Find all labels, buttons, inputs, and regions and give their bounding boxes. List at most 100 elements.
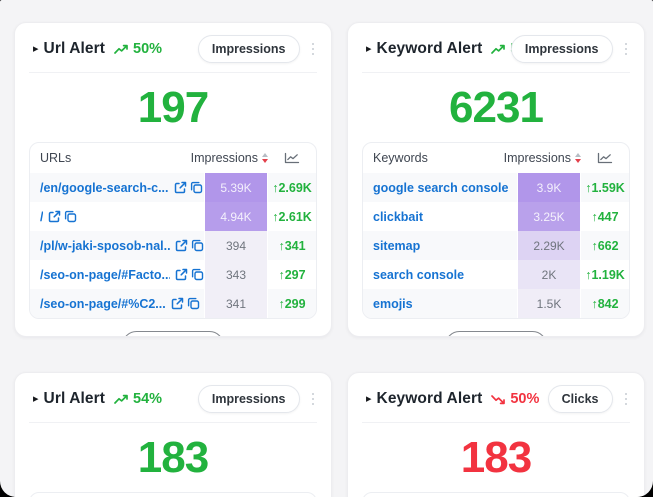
value-column-header[interactable]: Impressions xyxy=(191,143,268,173)
metric-filter-button[interactable]: Impressions xyxy=(197,385,300,413)
trend-percent: 50% xyxy=(133,41,163,57)
value-column-header-label: Impressions xyxy=(190,151,258,165)
view-all-button[interactable]: View all → xyxy=(121,331,225,336)
card-title-group: ▸ Keyword Alert 50% xyxy=(366,390,539,408)
metric-filter-button[interactable]: Impressions xyxy=(510,35,613,63)
row-change-cell: ↑447 xyxy=(591,209,619,224)
alert-total-value: 6231 xyxy=(449,83,544,132)
alert-total-value: 183 xyxy=(137,433,209,482)
external-link-icon[interactable] xyxy=(174,181,187,194)
external-link-icon[interactable] xyxy=(48,210,61,223)
sort-icon[interactable] xyxy=(574,153,581,163)
card-header-actions: Impressions xyxy=(510,35,633,63)
trend-badge: 54% xyxy=(114,391,162,407)
header-divider xyxy=(29,72,317,73)
row-value-cell: 2K xyxy=(517,260,581,289)
alert-total-value: 183 xyxy=(460,433,532,482)
row-change-cell: ↑299 xyxy=(278,296,306,311)
copy-icon[interactable] xyxy=(191,239,204,252)
alert-card: ▸ Keyword Alert 5% Impressions 6231 Keyw… xyxy=(347,22,645,337)
row-value-cell: 3.25K xyxy=(517,202,581,231)
row-link[interactable]: / xyxy=(40,209,44,224)
copy-icon[interactable] xyxy=(64,210,77,223)
copy-icon[interactable] xyxy=(191,268,204,281)
value-column-header[interactable]: Impressions xyxy=(204,493,268,497)
label-column-header: URLs xyxy=(30,493,204,497)
card-header-actions: Impressions xyxy=(197,385,320,413)
row-link[interactable]: emojis xyxy=(373,296,413,311)
external-link-icon[interactable] xyxy=(171,297,184,310)
row-link[interactable]: /seo-on-page/#%C2... xyxy=(40,296,166,311)
row-label-cell: /seo-on-page/#Facto... xyxy=(30,260,204,289)
more-menu-icon[interactable] xyxy=(620,389,633,410)
row-link[interactable]: /seo-on-page/#Facto... xyxy=(40,267,170,282)
card-title: Keyword Alert xyxy=(376,40,483,57)
row-value-cell: 343 xyxy=(204,260,268,289)
card-title-group: ▸ Keyword Alert 5% xyxy=(366,40,531,58)
header-divider xyxy=(362,72,630,73)
collapse-caret-icon[interactable]: ▸ xyxy=(33,392,39,405)
card-header: ▸ Url Alert 50% Impressions xyxy=(15,23,331,72)
row-change-cell: ↑2.69K xyxy=(272,180,312,195)
chart-column-header xyxy=(268,143,316,173)
table-row: /seo-on-page/#%C2... 341 ↑299 xyxy=(30,289,316,318)
more-menu-icon[interactable] xyxy=(307,389,320,410)
table-body: /en/google-search-c... 5.39K ↑2.69K / 4.… xyxy=(30,173,316,318)
row-label-cell: /seo-on-page/#%C2... xyxy=(30,289,204,318)
card-header-actions: Clicks xyxy=(547,385,633,413)
external-link-icon[interactable] xyxy=(175,268,188,281)
label-column-header: URLs xyxy=(40,151,72,165)
view-all-button[interactable]: View all → xyxy=(444,331,548,336)
row-link[interactable]: sitemap xyxy=(373,238,421,253)
table-row: /pl/w-jaki-sposob-nal... 394 ↑341 xyxy=(30,231,316,260)
card-header-actions: Impressions xyxy=(197,35,320,63)
copy-icon[interactable] xyxy=(187,297,200,310)
card-title-group: ▸ Url Alert 54% xyxy=(33,390,162,408)
collapse-caret-icon[interactable]: ▸ xyxy=(33,42,39,55)
row-label-cell: sitemap xyxy=(363,231,517,260)
trend-badge: 50% xyxy=(114,41,162,57)
alert-card: ▸ Keyword Alert 50% Clicks 183 Keywords … xyxy=(347,372,645,497)
value-column-header-label: Impressions xyxy=(503,151,571,165)
line-chart-icon[interactable] xyxy=(284,152,300,164)
row-link-icons xyxy=(175,268,204,281)
value-column-header[interactable]: Clicks xyxy=(517,493,581,497)
row-link[interactable]: google search console xyxy=(373,180,509,195)
table-header-row: Keywords Clicks xyxy=(363,493,629,497)
row-change-cell: ↑1.19K xyxy=(585,267,625,282)
value-column-header[interactable]: Impressions xyxy=(504,143,581,173)
trend-percent: 50% xyxy=(510,391,540,407)
row-label-cell: search console xyxy=(363,260,517,289)
row-link-icons xyxy=(171,297,200,310)
more-menu-icon[interactable] xyxy=(620,39,633,60)
metric-filter-button[interactable]: Clicks xyxy=(547,385,613,413)
alert-card: ▸ Url Alert 50% Impressions 197 URLs Imp… xyxy=(14,22,332,337)
collapse-caret-icon[interactable]: ▸ xyxy=(366,392,372,405)
sort-icon[interactable] xyxy=(261,153,268,163)
row-link[interactable]: /pl/w-jaki-sposob-nal... xyxy=(40,238,170,253)
copy-icon[interactable] xyxy=(190,181,203,194)
metric-filter-button[interactable]: Impressions xyxy=(197,35,300,63)
line-chart-icon[interactable] xyxy=(597,152,613,164)
collapse-caret-icon[interactable]: ▸ xyxy=(366,42,372,55)
row-value-cell: 2.29K xyxy=(517,231,581,260)
card-title: Url Alert xyxy=(43,390,106,407)
external-link-icon[interactable] xyxy=(175,239,188,252)
table-row: /en/google-search-c... 5.39K ↑2.69K xyxy=(30,173,316,202)
row-link[interactable]: /en/google-search-c... xyxy=(40,180,169,195)
header-divider xyxy=(362,422,630,423)
more-menu-icon[interactable] xyxy=(307,39,320,60)
alert-total-value: 197 xyxy=(137,83,209,132)
table-header-row: Keywords Impressions xyxy=(363,143,629,173)
card-header: ▸ Keyword Alert 50% Clicks xyxy=(348,373,644,422)
row-link[interactable]: clickbait xyxy=(373,209,424,224)
view-all-wrap: View all → xyxy=(348,331,644,336)
row-label-cell: /en/google-search-c... xyxy=(30,173,204,202)
row-change-cell: ↑1.59K xyxy=(585,180,625,195)
trend-badge: 50% xyxy=(491,391,539,407)
row-label-cell: /pl/w-jaki-sposob-nal... xyxy=(30,231,204,260)
chart-column-header xyxy=(581,143,629,173)
row-label-cell: clickbait xyxy=(363,202,517,231)
row-link[interactable]: search console xyxy=(373,267,465,282)
